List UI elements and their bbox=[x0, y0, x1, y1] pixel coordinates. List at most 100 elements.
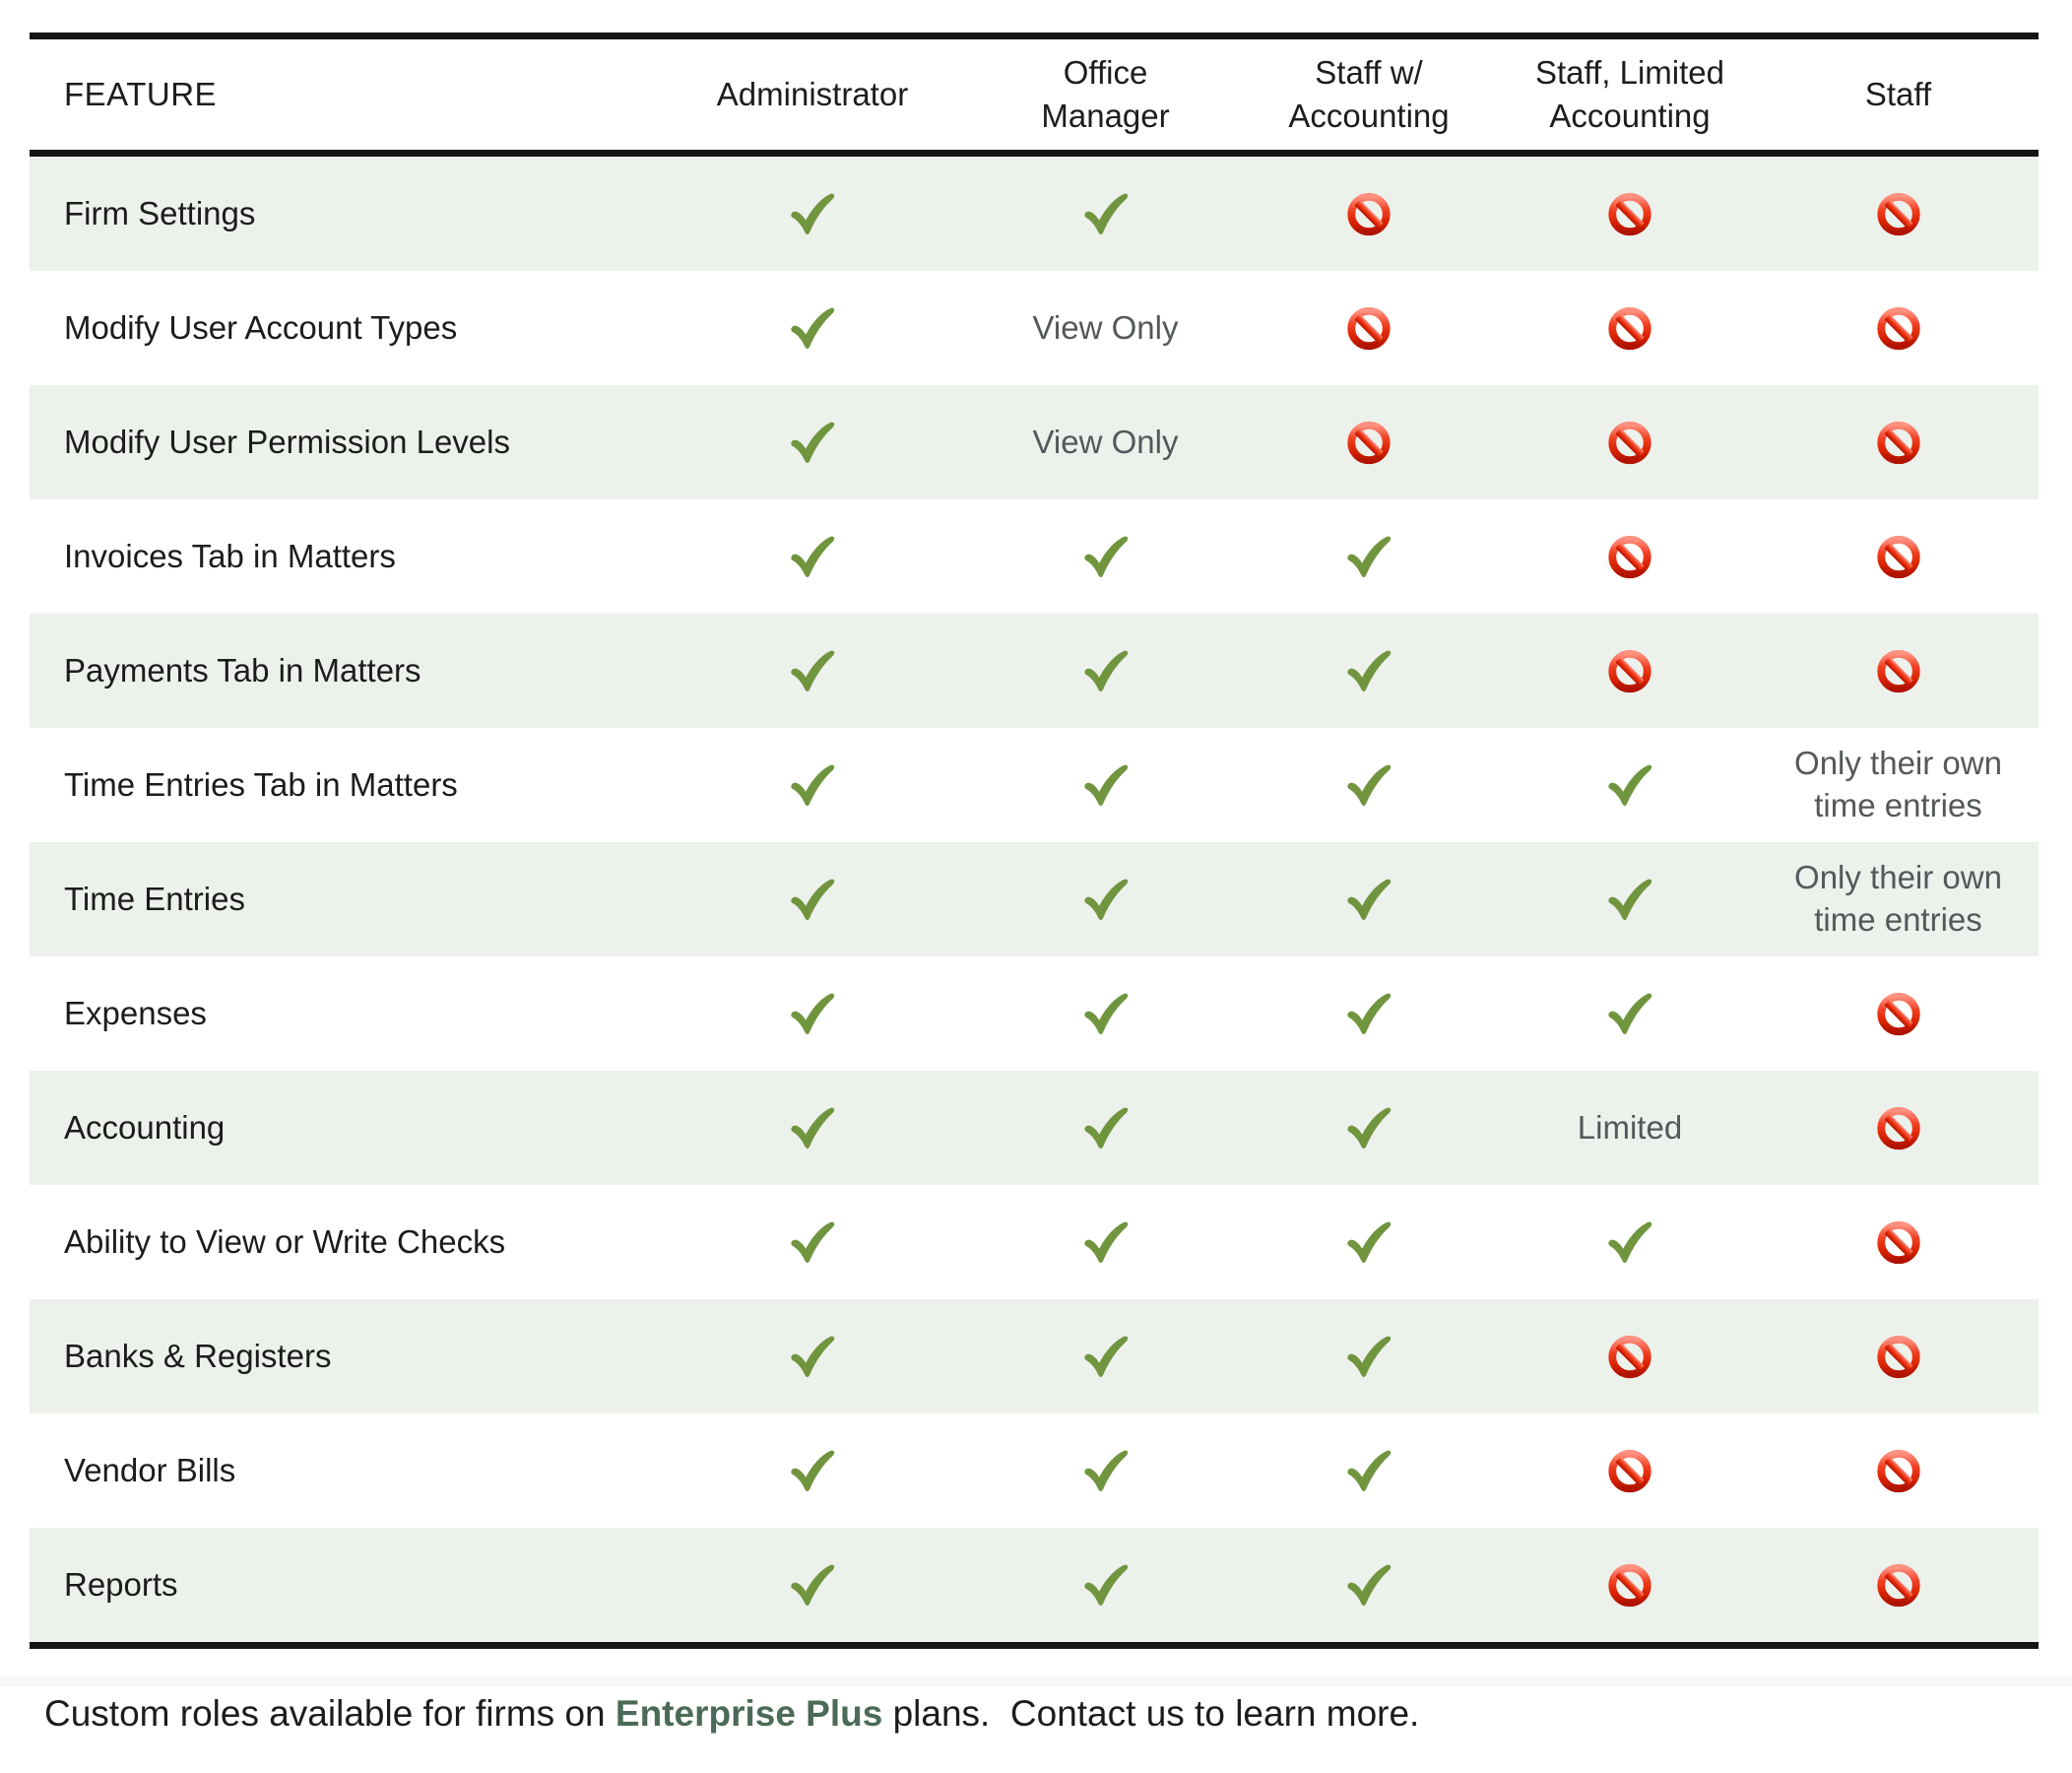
permission-cell bbox=[650, 990, 975, 1038]
permission-cell bbox=[1502, 990, 1758, 1038]
prohibited-icon bbox=[1608, 421, 1651, 464]
feature-name: Modify User Permission Levels bbox=[64, 424, 510, 461]
check-icon bbox=[1347, 1107, 1392, 1149]
permission-cell bbox=[975, 1333, 1236, 1381]
permission-cell bbox=[650, 647, 975, 695]
prohibited-icon bbox=[1608, 192, 1651, 235]
table-border-bottom bbox=[30, 1642, 2039, 1649]
column-header-label: Office Manager bbox=[1041, 54, 1170, 134]
permission-cell bbox=[975, 876, 1236, 924]
check-icon bbox=[1347, 1336, 1392, 1377]
column-header-staff-w-accounting: Staff w/ Accounting bbox=[1236, 51, 1502, 137]
table-row: Banks & Registers bbox=[30, 1299, 2039, 1413]
feature-name: Time Entries Tab in Matters bbox=[64, 766, 458, 804]
permission-cell bbox=[1236, 305, 1502, 352]
column-header-office-manager: Office Manager bbox=[975, 51, 1236, 137]
prohibited-icon bbox=[1347, 306, 1391, 350]
check-icon bbox=[1083, 1564, 1128, 1606]
prohibited-icon bbox=[1608, 535, 1651, 578]
check-icon bbox=[1347, 650, 1392, 691]
column-header-label: Staff, Limited Accounting bbox=[1535, 54, 1724, 134]
permission-text: Only their own time entries bbox=[1794, 859, 2002, 938]
prohibited-icon bbox=[1608, 1563, 1651, 1607]
permission-cell bbox=[1502, 1562, 1758, 1609]
check-icon bbox=[1347, 764, 1392, 806]
footer-divider-strip bbox=[0, 1676, 2072, 1686]
permission-cell bbox=[1758, 1334, 2039, 1380]
permission-cell bbox=[1502, 534, 1758, 580]
permission-cell bbox=[975, 1218, 1236, 1267]
column-header-label: Staff bbox=[1864, 76, 1932, 113]
permission-cell bbox=[1236, 420, 1502, 466]
check-icon bbox=[791, 879, 835, 920]
permission-cell bbox=[975, 1104, 1236, 1152]
permission-cell bbox=[1236, 533, 1502, 581]
permission-cell bbox=[1502, 1448, 1758, 1494]
permission-cell bbox=[1236, 990, 1502, 1038]
permission-cell bbox=[975, 1447, 1236, 1495]
permission-cell bbox=[1236, 191, 1502, 237]
prohibited-icon bbox=[1876, 192, 1920, 235]
table-body: Firm Settings Modify User Account Types Vi… bbox=[30, 157, 2039, 1642]
table-row: Ability to View or Write Checks bbox=[30, 1185, 2039, 1299]
permission-cell bbox=[1502, 761, 1758, 810]
feature-name: Reports bbox=[64, 1566, 178, 1604]
column-header-label: Administrator bbox=[716, 76, 909, 113]
feature-name: Payments Tab in Matters bbox=[64, 652, 421, 690]
feature-name: Time Entries bbox=[64, 881, 245, 918]
permission-text: Only their own time entries bbox=[1794, 745, 2002, 823]
permission-cell bbox=[650, 190, 975, 238]
permission-cell bbox=[1236, 876, 1502, 924]
table-border-top bbox=[30, 33, 2039, 39]
permission-cell: Limited bbox=[1502, 1107, 1758, 1149]
check-icon bbox=[791, 1107, 835, 1149]
check-icon bbox=[791, 307, 835, 349]
prohibited-icon bbox=[1876, 306, 1920, 350]
permission-text: Limited bbox=[1577, 1108, 1683, 1146]
column-header-staff-limited-accounting: Staff, Limited Accounting bbox=[1502, 51, 1758, 137]
check-icon bbox=[1083, 993, 1128, 1034]
prohibited-icon bbox=[1608, 1335, 1651, 1378]
prohibited-icon bbox=[1608, 649, 1651, 692]
prohibited-icon bbox=[1876, 1335, 1920, 1378]
permission-cell bbox=[1758, 1219, 2039, 1266]
permission-cell bbox=[1502, 420, 1758, 466]
permission-cell bbox=[650, 876, 975, 924]
permission-cell bbox=[650, 1218, 975, 1267]
permission-cell bbox=[1236, 1218, 1502, 1267]
permission-cell bbox=[1758, 305, 2039, 352]
check-icon bbox=[1347, 879, 1392, 920]
table-header-row: FEATURE Administrator Office Manager Sta… bbox=[30, 39, 2039, 150]
check-icon bbox=[1347, 1564, 1392, 1606]
permission-cell bbox=[1758, 420, 2039, 466]
footer-note: Custom roles available for firms on Ente… bbox=[44, 1688, 1419, 1740]
column-header-label: Staff w/ Accounting bbox=[1288, 54, 1450, 134]
permission-cell bbox=[1758, 534, 2039, 580]
prohibited-icon bbox=[1876, 649, 1920, 692]
check-icon bbox=[791, 993, 835, 1034]
prohibited-icon bbox=[1608, 306, 1651, 350]
permission-cell bbox=[650, 761, 975, 810]
permission-cell bbox=[975, 647, 1236, 695]
column-header-feature: FEATURE bbox=[30, 73, 650, 116]
permission-cell: View Only bbox=[975, 422, 1236, 464]
footer-text-prefix: Custom roles available for firms on bbox=[44, 1693, 615, 1734]
permission-cell bbox=[975, 1561, 1236, 1609]
prohibited-icon bbox=[1876, 421, 1920, 464]
feature-name: Firm Settings bbox=[64, 195, 256, 232]
table-border-header bbox=[30, 150, 2039, 157]
feature-name: Vendor Bills bbox=[64, 1452, 236, 1489]
permission-cell bbox=[1502, 191, 1758, 237]
check-icon bbox=[1083, 193, 1128, 234]
permission-cell bbox=[1236, 647, 1502, 695]
table-row: Payments Tab in Matters bbox=[30, 614, 2039, 728]
permission-cell bbox=[650, 1561, 975, 1609]
permission-cell bbox=[1502, 876, 1758, 924]
footer-text-suffix: plans. Contact us to learn more. bbox=[882, 1693, 1420, 1734]
feature-name: Accounting bbox=[64, 1109, 226, 1147]
prohibited-icon bbox=[1876, 1449, 1920, 1492]
enterprise-plus-link[interactable]: Enterprise Plus bbox=[615, 1693, 883, 1734]
check-icon bbox=[791, 193, 835, 234]
prohibited-icon bbox=[1876, 1563, 1920, 1607]
